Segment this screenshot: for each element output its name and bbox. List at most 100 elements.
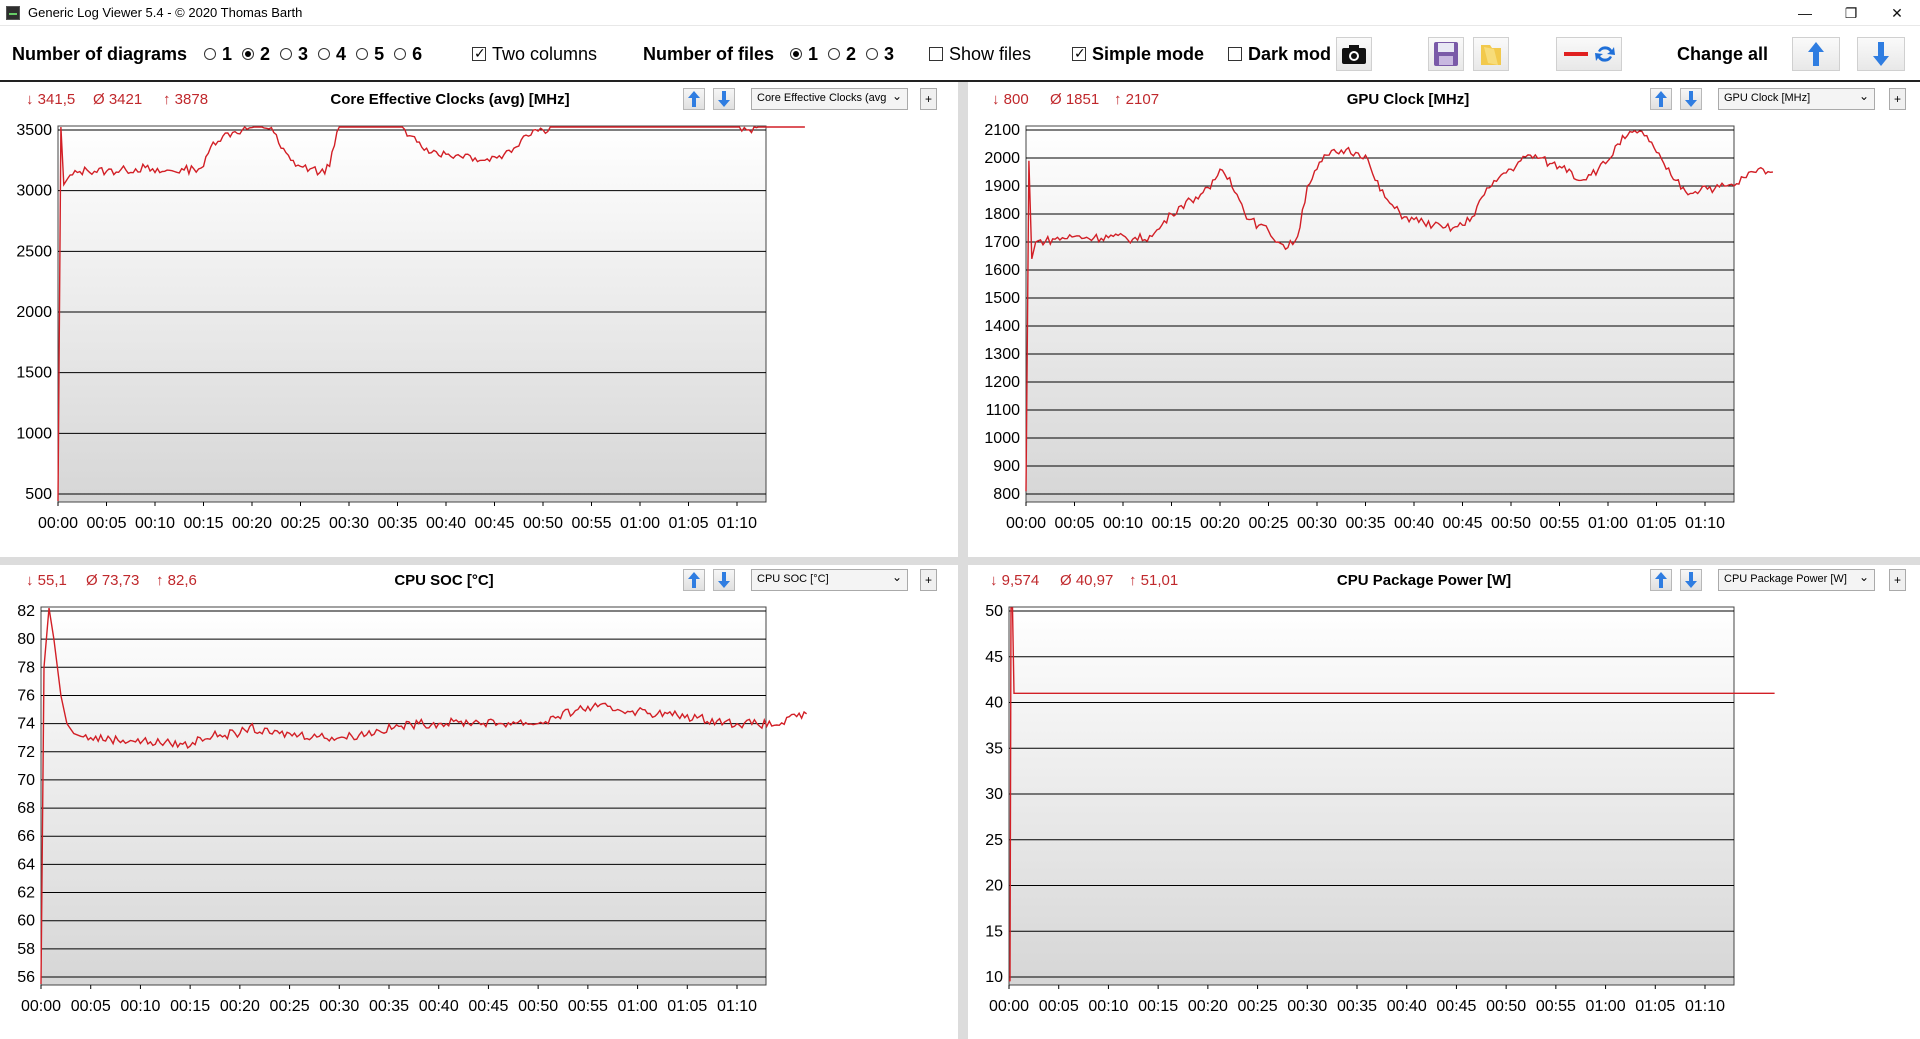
x-tick-label: 00:10 xyxy=(135,515,175,532)
diagram-radio-6[interactable]: 6 xyxy=(394,44,422,65)
x-tick-label: 00:05 xyxy=(1054,515,1094,532)
add-series-button[interactable]: + xyxy=(1889,569,1906,591)
diagram-panel-1: ↓ 341,5 Ø 3421 ↑ 3878 Core Effective Clo… xyxy=(0,84,958,557)
x-tick-label: 00:40 xyxy=(426,515,466,532)
move-up-button[interactable] xyxy=(683,88,705,110)
add-series-button[interactable]: + xyxy=(1889,88,1906,110)
move-down-button[interactable] xyxy=(713,88,735,110)
y-tick-label: 56 xyxy=(17,969,35,986)
y-tick-label: 1300 xyxy=(984,346,1020,363)
files-radio-1[interactable]: 1 xyxy=(790,44,818,65)
files-radio-2[interactable]: 2 xyxy=(828,44,856,65)
y-tick-label: 20 xyxy=(985,878,1003,895)
move-down-button[interactable] xyxy=(713,569,735,591)
x-tick-label: 00:15 xyxy=(170,998,210,1015)
arrow-up-icon xyxy=(688,91,700,107)
open-folder-button[interactable] xyxy=(1473,37,1509,71)
y-tick-label: 1500 xyxy=(16,365,52,382)
row-separator xyxy=(0,557,1920,565)
simple-mode-checkbox[interactable]: Simple mode xyxy=(1072,26,1204,82)
sensor-select[interactable]: Core Effective Clocks (avg xyxy=(751,88,908,110)
diagram-panel-2: ↓ 800 Ø 1851 ↑ 2107 GPU Clock [MHz] GPU … xyxy=(968,84,1920,557)
x-tick-label: 00:25 xyxy=(1238,998,1278,1015)
sensor-select[interactable]: GPU Clock [MHz] xyxy=(1718,88,1875,110)
x-tick-label: 01:10 xyxy=(1685,998,1725,1015)
change-all-down-button[interactable] xyxy=(1857,37,1905,71)
dark-mode-checkbox[interactable]: Dark mod xyxy=(1228,26,1331,82)
x-tick-label: 00:55 xyxy=(1539,515,1579,532)
restore-button[interactable]: ❐ xyxy=(1844,4,1858,21)
diagram-radio-3[interactable]: 3 xyxy=(280,44,308,65)
files-radio-3[interactable]: 3 xyxy=(866,44,894,65)
x-tick-label: 00:45 xyxy=(474,515,514,532)
x-tick-label: 00:40 xyxy=(1394,515,1434,532)
y-tick-label: 80 xyxy=(17,631,35,648)
move-up-button[interactable] xyxy=(683,569,705,591)
x-tick-label: 00:20 xyxy=(1200,515,1240,532)
move-down-button[interactable] xyxy=(1680,569,1702,591)
diagram-radio-2[interactable]: 2 xyxy=(242,44,270,65)
screenshot-camera-button[interactable] xyxy=(1336,37,1372,71)
close-button[interactable]: ✕ xyxy=(1891,4,1903,21)
window-titlebar: Generic Log Viewer 5.4 - © 2020 Thomas B… xyxy=(0,0,1920,26)
arrow-down-icon xyxy=(718,572,730,588)
number-of-files-label: Number of files xyxy=(643,43,775,64)
x-tick-label: 00:15 xyxy=(1138,998,1178,1015)
series-line xyxy=(1025,129,1773,492)
diagram-radio-1[interactable]: 1 xyxy=(204,44,232,65)
add-series-button[interactable]: + xyxy=(920,569,937,591)
y-tick-label: 2000 xyxy=(16,304,52,321)
diagram-title: Core Effective Clocks (avg) [MHz] xyxy=(330,91,570,108)
min-value: ↓ 800 xyxy=(992,91,1029,108)
arrow-down-icon xyxy=(1873,42,1889,66)
series-line xyxy=(40,607,808,985)
diagram-radio-4[interactable]: 4 xyxy=(318,44,346,65)
x-tick-label: 00:15 xyxy=(183,515,223,532)
minimize-button[interactable]: — xyxy=(1798,5,1812,21)
series-line xyxy=(1008,607,1775,982)
x-tick-label: 01:05 xyxy=(667,998,707,1015)
move-up-button[interactable] xyxy=(1650,88,1672,110)
y-tick-label: 50 xyxy=(985,603,1003,620)
y-tick-label: 1500 xyxy=(984,290,1020,307)
y-tick-label: 1000 xyxy=(984,430,1020,447)
diagram-radio-5[interactable]: 5 xyxy=(356,44,384,65)
y-tick-label: 1800 xyxy=(984,206,1020,223)
toolbar: Number of diagrams 1 2 3 4 5 6 Two colum… xyxy=(0,26,1920,82)
move-up-button[interactable] xyxy=(1650,569,1672,591)
add-series-button[interactable]: + xyxy=(920,88,937,110)
y-tick-label: 64 xyxy=(17,856,35,873)
x-tick-label: 00:10 xyxy=(1088,998,1128,1015)
reset-line-toggle-button[interactable] xyxy=(1556,37,1622,71)
x-tick-label: 00:25 xyxy=(270,998,310,1015)
sensor-select[interactable]: CPU Package Power [W] xyxy=(1718,569,1875,591)
x-tick-label: 01:00 xyxy=(1588,515,1628,532)
move-down-button[interactable] xyxy=(1680,88,1702,110)
arrow-down-icon xyxy=(718,91,730,107)
diagram-panel-3: ↓ 55,1 Ø 73,73 ↑ 82,6 CPU SOC [°C] CPU S… xyxy=(0,565,958,1039)
y-tick-label: 1600 xyxy=(984,262,1020,279)
x-tick-label: 01:00 xyxy=(620,515,660,532)
sensor-select[interactable]: CPU SOC [°C] xyxy=(751,569,908,591)
x-tick-label: 00:05 xyxy=(86,515,126,532)
diagram-title: CPU Package Power [W] xyxy=(1336,572,1512,589)
two-columns-checkbox[interactable]: Two columns xyxy=(472,26,597,82)
change-all-up-button[interactable] xyxy=(1792,37,1840,71)
camera-icon xyxy=(1342,45,1366,64)
y-tick-label: 25 xyxy=(985,832,1003,849)
y-tick-label: 3500 xyxy=(16,122,52,139)
number-of-diagrams-label: Number of diagrams xyxy=(12,43,188,64)
min-value: ↓ 9,574 xyxy=(990,572,1040,589)
x-tick-label: 00:50 xyxy=(1491,515,1531,532)
window-title: Generic Log Viewer 5.4 - © 2020 Thomas B… xyxy=(28,5,303,20)
x-tick-label: 00:30 xyxy=(329,515,369,532)
arrow-up-icon xyxy=(688,572,700,588)
avg-value: Ø 40,97 xyxy=(1060,572,1114,589)
x-tick-label: 00:45 xyxy=(1436,998,1476,1015)
save-button[interactable] xyxy=(1428,37,1464,71)
diagram-chart: 500 1000 1500 2000 2500 3000 3500 00:00 00:05 00:… xyxy=(16,122,805,532)
show-files-checkbox[interactable]: Show files xyxy=(929,26,1031,82)
x-tick-label: 00:50 xyxy=(1486,998,1526,1015)
y-tick-label: 70 xyxy=(17,772,35,789)
x-tick-label: 01:05 xyxy=(1635,998,1675,1015)
